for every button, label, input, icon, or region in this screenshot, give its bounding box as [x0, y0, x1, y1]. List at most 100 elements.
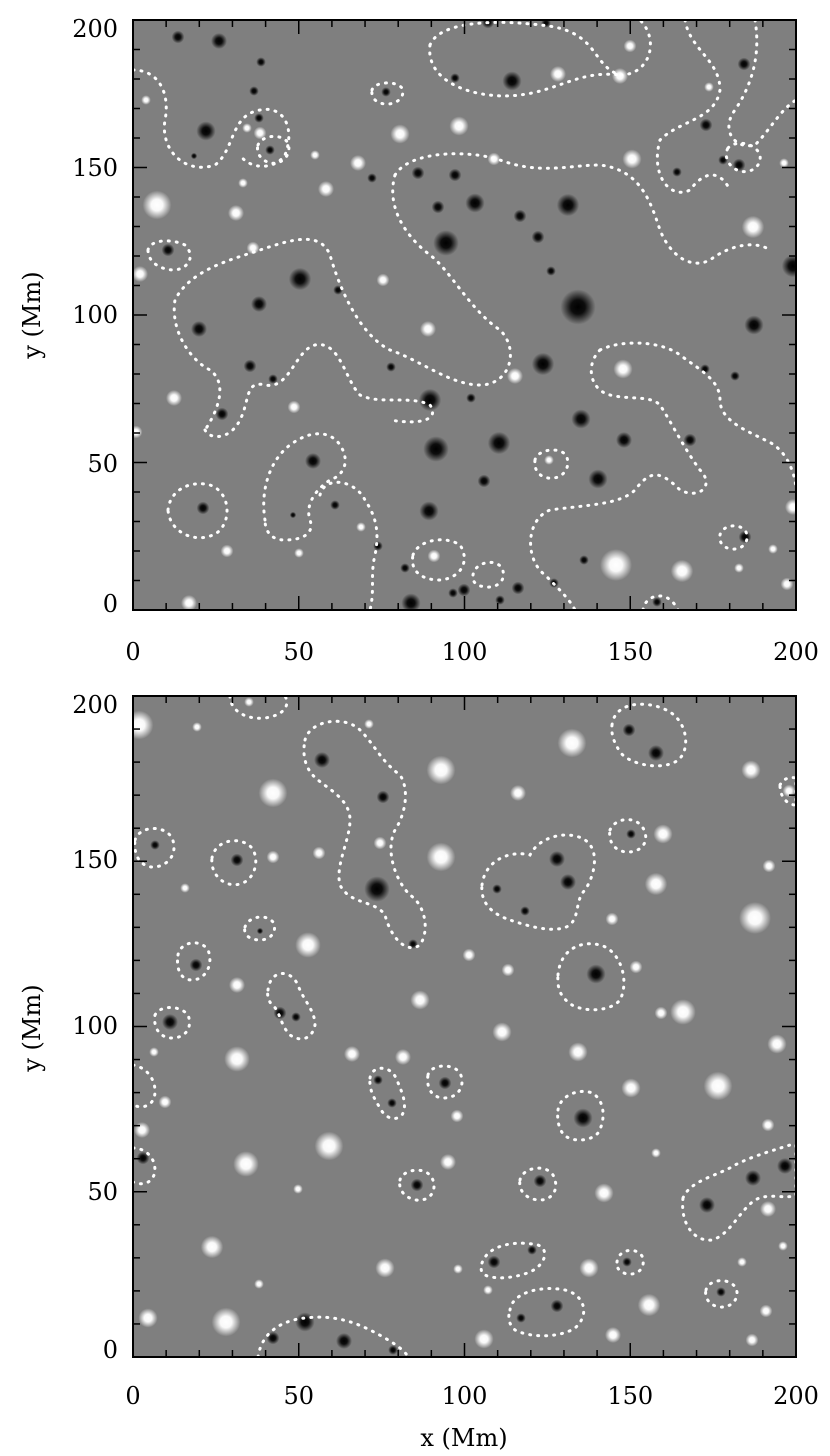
bottom-contour-1 — [228, 696, 289, 720]
top-spot-6 — [254, 113, 264, 123]
bottom-spot-10 — [364, 876, 390, 902]
bottom-x-tick-150: 150 — [607, 1382, 653, 1410]
top-spot-77 — [768, 544, 778, 554]
bottom-spot-60 — [703, 1071, 733, 1101]
top-spot-24 — [287, 400, 301, 414]
bottom-spot-39 — [162, 1014, 178, 1030]
bottom-spot-91 — [605, 1327, 621, 1343]
top-spot-16 — [288, 267, 312, 291]
top-contour-10 — [529, 348, 708, 610]
top-spot-78 — [600, 549, 632, 581]
bottom-spot-32 — [295, 932, 321, 958]
bottom-contour-2 — [302, 719, 427, 949]
bottom-spot-52 — [395, 1049, 411, 1065]
top-spot-9 — [142, 190, 172, 220]
top-spot-20 — [166, 390, 182, 406]
top-spot-26 — [253, 126, 267, 140]
top-contour-13 — [166, 482, 229, 540]
bottom-spot-23 — [644, 872, 668, 896]
top-spot-0 — [171, 30, 185, 44]
top-spot-93 — [294, 548, 304, 558]
bottom-spot-80 — [375, 1258, 395, 1278]
bottom-spot-86 — [622, 1257, 632, 1267]
bottom-spot-90 — [516, 1313, 526, 1323]
top-spot-44 — [513, 209, 527, 223]
top-spot-107 — [466, 393, 476, 403]
bottom-spot-74 — [777, 1158, 793, 1174]
bottom-spot-36 — [229, 977, 245, 993]
top-spot-19 — [268, 374, 278, 384]
top-spot-22 — [196, 501, 210, 515]
top-x-tick-labels: 0 50 100 150 200 — [125, 638, 819, 666]
top-x-tick-0: 0 — [125, 638, 140, 666]
top-spot-62 — [699, 118, 713, 132]
top-spot-21 — [133, 425, 143, 439]
bottom-spot-25 — [739, 902, 771, 934]
bottom-contour-20 — [681, 1143, 796, 1242]
bottom-spot-45 — [586, 964, 606, 984]
top-spot-55 — [613, 359, 633, 379]
top-spot-38 — [448, 168, 462, 182]
top-x-tick-50: 50 — [283, 638, 314, 666]
top-spot-102 — [367, 173, 377, 183]
bottom-spot-53 — [373, 1075, 383, 1085]
top-contour-21 — [724, 141, 762, 174]
bottom-spot-35 — [189, 958, 203, 972]
bottom-spot-13 — [557, 728, 587, 758]
bottom-spot-77 — [737, 1257, 747, 1267]
bottom-spot-55 — [438, 1076, 452, 1090]
bottom-contour-19 — [518, 1166, 558, 1202]
top-contour-15 — [146, 239, 192, 272]
bottom-spot-50 — [224, 1046, 250, 1072]
bottom-contour-15 — [426, 1064, 464, 1100]
top-spot-90 — [356, 522, 366, 532]
top-magnetic-elements — [133, 20, 796, 610]
top-spot-31 — [420, 321, 436, 337]
bottom-contour-8 — [608, 818, 648, 854]
top-spot-13 — [161, 243, 175, 257]
top-spot-101 — [141, 95, 151, 105]
bottom-spot-7 — [258, 778, 288, 808]
bottom-spot-18 — [626, 829, 636, 839]
top-spot-70 — [744, 315, 764, 335]
bottom-spot-82 — [487, 1255, 501, 1269]
bottom-contour-21 — [778, 776, 796, 807]
bottom-spot-64 — [233, 1151, 259, 1177]
bottom-spot-88 — [637, 1293, 661, 1317]
top-spot-104 — [481, 20, 495, 29]
top-spot-97 — [544, 455, 554, 465]
bottom-spot-4 — [376, 790, 390, 804]
bottom-spot-93 — [745, 1333, 759, 1347]
top-contour-16 — [533, 448, 570, 480]
bottom-spot-11 — [426, 842, 456, 872]
bottom-spot-31 — [180, 883, 190, 893]
bottom-spot-16 — [741, 760, 761, 780]
bottom-spot-37 — [273, 1006, 287, 1020]
bottom-spot-6 — [426, 755, 456, 785]
top-spot-23 — [305, 453, 321, 469]
bottom-spot-84 — [527, 1245, 537, 1255]
bottom-spot-0 — [133, 710, 154, 740]
bottom-spot-99 — [474, 1329, 494, 1349]
bottom-spot-48 — [670, 999, 696, 1025]
bottom-spot-8 — [312, 846, 326, 860]
top-spot-53 — [588, 469, 608, 489]
bottom-spot-72 — [699, 1197, 715, 1213]
bottom-spot-44 — [492, 1022, 512, 1042]
bottom-spot-26 — [762, 859, 776, 873]
top-spot-63 — [704, 82, 714, 92]
bottom-spot-3 — [314, 752, 330, 768]
bottom-spot-68 — [410, 1178, 424, 1192]
top-spot-88 — [400, 563, 410, 573]
top-panel: 0 50 100 150 200 0 50 100 150 200 y (Mm) — [18, 15, 819, 666]
top-spot-34 — [419, 501, 439, 521]
top-ticks — [132, 19, 797, 611]
top-spot-81 — [579, 555, 589, 565]
bottom-spot-89 — [550, 1299, 564, 1313]
top-spot-10 — [228, 205, 244, 221]
top-spot-1 — [211, 33, 227, 49]
top-contour-12 — [318, 480, 379, 610]
bottom-spot-2 — [244, 697, 254, 707]
top-spot-52 — [487, 431, 511, 455]
x-axis-title: x (Mm) — [420, 1424, 507, 1452]
